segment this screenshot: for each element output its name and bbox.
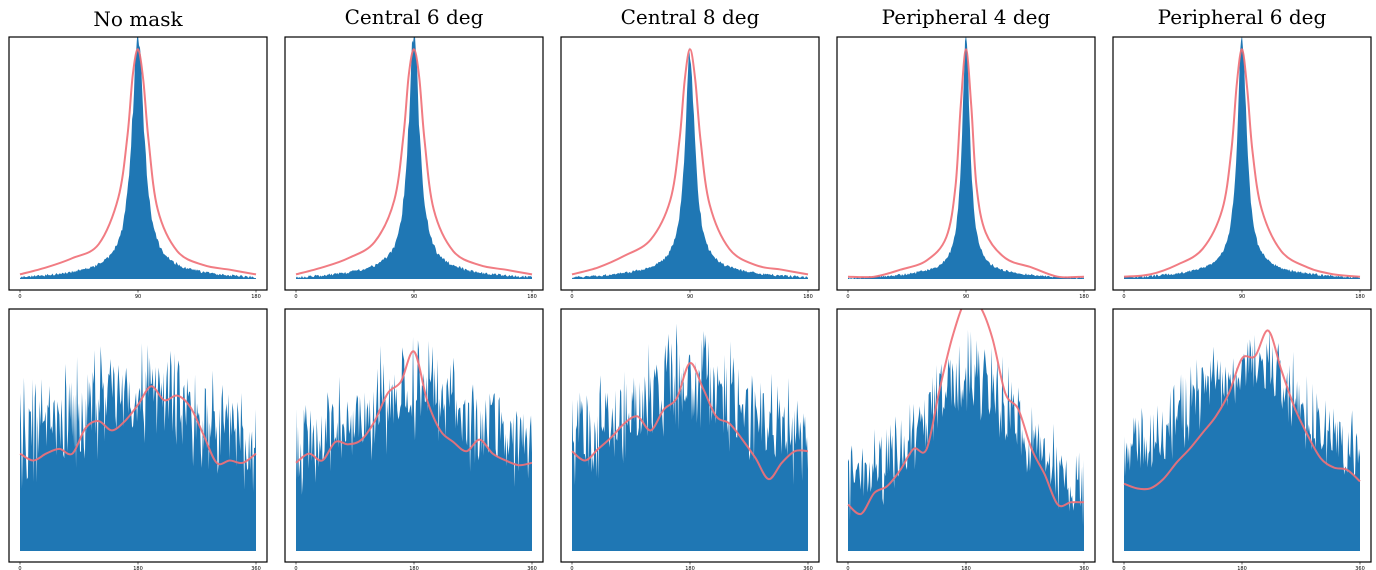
fit-curve [19,385,257,466]
x-tick-label: 90 [963,294,969,300]
x-tick-label: 0 [18,294,21,300]
x-tick-label: 0 [1122,566,1125,570]
column-title-central-8-deg: Central 8 deg [621,5,760,29]
x-tick-label: 180 [685,566,695,570]
x-tick-label: 0 [1122,294,1125,300]
panel-top-2: 0 90 180 [284,36,544,300]
fit-curve [1123,48,1361,278]
histogram-area [20,343,256,551]
x-tick-label: 0 [570,294,573,300]
column-titles: No mask Central 6 deg Central 8 deg Peri… [93,5,1326,31]
panel-bottom-4: 0 180 360 [836,308,1096,570]
fit-curve [295,350,533,467]
fit-curve [19,48,257,276]
x-tick-label: 180 [803,294,813,300]
x-tick-label: 360 [251,566,261,570]
x-tick-label: 0 [294,294,297,300]
histogram-area [848,37,1084,279]
panels: 0 90 180 0 90 180 0 90 180 0 90 180 0 90 180 0 180 360 0 18… [8,36,1372,570]
histogram-area [572,47,808,280]
column-title-central-6-deg: Central 6 deg [345,5,484,29]
panel-top-4: 0 90 180 [836,36,1096,300]
panel-top-1: 0 90 180 [8,36,268,300]
histogram-area [20,37,256,279]
x-tick-label: 90 [135,294,141,300]
fit-curve [571,362,809,481]
fit-curve [571,48,809,276]
x-tick-label: 180 [409,566,419,570]
histogram-area [1124,37,1360,279]
x-tick-label: 360 [1079,566,1089,570]
x-tick-label: 180 [527,294,537,300]
fit-curve [847,48,1085,279]
x-tick-label: 180 [1237,566,1247,570]
column-title-peripheral-6-deg: Peripheral 6 deg [1158,5,1327,29]
x-tick-label: 90 [1239,294,1245,300]
x-tick-label: 180 [961,566,971,570]
x-tick-label: 90 [411,294,417,300]
histogram-area [572,323,808,551]
x-tick-label: 0 [294,566,297,570]
x-tick-label: 180 [1079,294,1089,300]
panel-bottom-5: 0 180 360 [1112,308,1372,570]
x-tick-label: 0 [846,566,849,570]
fit-curve [295,48,533,276]
panel-bottom-1: 0 180 360 [8,308,268,570]
panel-top-3: 0 90 180 [560,36,820,300]
x-tick-label: 180 [251,294,261,300]
x-tick-label: 180 [133,566,143,570]
column-title-no-mask: No mask [93,7,183,31]
fit-curve [847,309,1085,516]
x-tick-label: 0 [18,566,21,570]
x-tick-label: 360 [803,566,813,570]
histogram-area [1124,328,1360,551]
x-tick-label: 360 [527,566,537,570]
x-tick-label: 360 [1355,566,1365,570]
histogram-area [848,329,1084,551]
panel-bottom-3: 0 180 360 [560,308,820,570]
column-title-peripheral-4-deg: Peripheral 4 deg [882,5,1051,29]
x-tick-label: 0 [846,294,849,300]
x-tick-label: 90 [687,294,693,300]
panel-top-5: 0 90 180 [1112,36,1372,300]
panel-bottom-2: 0 180 360 [284,308,544,570]
x-tick-label: 0 [570,566,573,570]
histogram-area [296,336,532,551]
fit-curve [1123,329,1361,491]
histogram-area [296,37,532,279]
x-tick-label: 180 [1355,294,1365,300]
